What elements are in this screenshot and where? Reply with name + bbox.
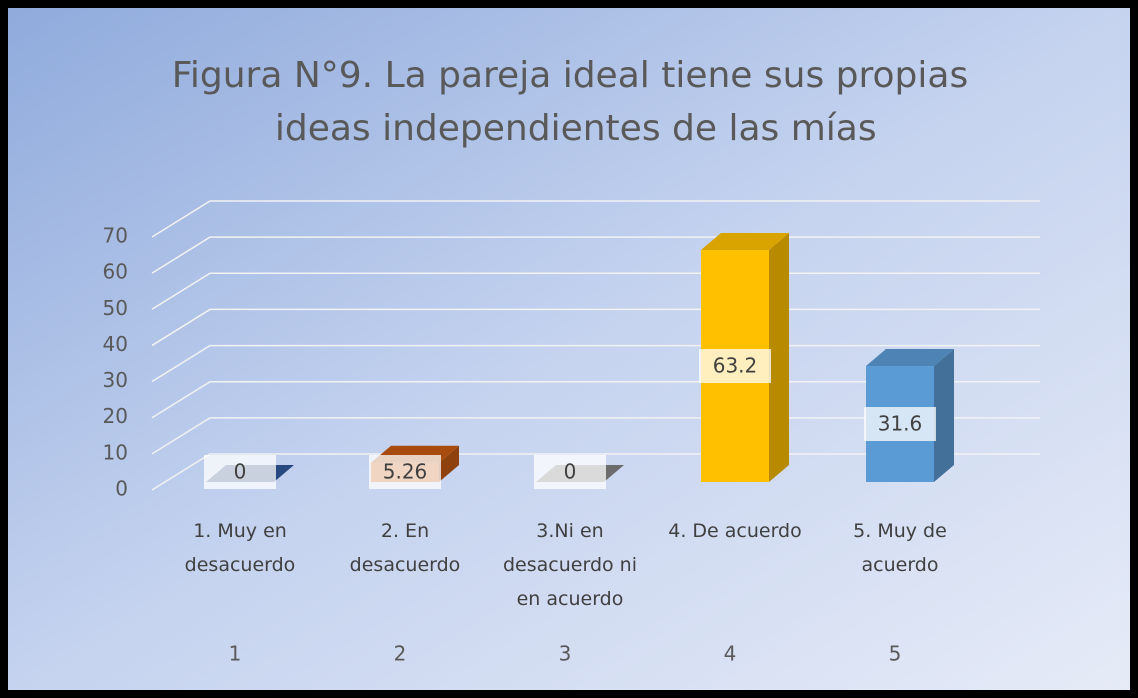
x-group-label: 3 [559, 642, 572, 666]
value-label: 0 [234, 460, 247, 484]
y-tick-label: 70 [103, 224, 128, 248]
value-label-box [864, 407, 936, 442]
value-label: 0 [564, 460, 577, 484]
x-group-label: 4 [724, 642, 737, 666]
x-tick-label: 1. Muy en desacuerdo [184, 520, 296, 576]
y-tick-label: 30 [103, 368, 128, 392]
x-tick-label: 2. En desacuerdo [349, 520, 461, 576]
x-group-label: 5 [889, 642, 902, 666]
y-tick-label: 50 [103, 296, 128, 320]
y-tick-label: 0 [115, 477, 128, 501]
value-label-box [699, 349, 771, 384]
x-group-label: 1 [229, 642, 242, 666]
value-label-box [534, 455, 606, 489]
x-tick-label: 5. Muy de acuerdo [853, 520, 947, 576]
value-label: 5.26 [383, 460, 428, 484]
x-tick-label: 4. De acuerdo [668, 520, 802, 542]
x-group-label: 2 [394, 642, 407, 666]
value-label-box [204, 455, 276, 489]
bar-side [769, 233, 789, 482]
bar-side [439, 445, 459, 482]
y-tick-label: 10 [103, 440, 128, 464]
y-tick-label: 60 [103, 260, 128, 284]
y-tick-label: 20 [103, 404, 128, 428]
grid-line [151, 200, 1040, 238]
bar-top [701, 233, 789, 251]
bar-side [934, 349, 954, 482]
y-tick-label: 40 [103, 332, 128, 356]
x-tick-label: 3.Ni en desacuerdo ni en acuerdo [503, 520, 637, 610]
value-label: 31.6 [878, 412, 923, 436]
value-label-box [369, 455, 441, 489]
value-label: 63.2 [713, 354, 758, 378]
bar-top [866, 349, 954, 367]
chart-title: Figura N°9. La pareja ideal tiene sus pr… [172, 55, 968, 149]
